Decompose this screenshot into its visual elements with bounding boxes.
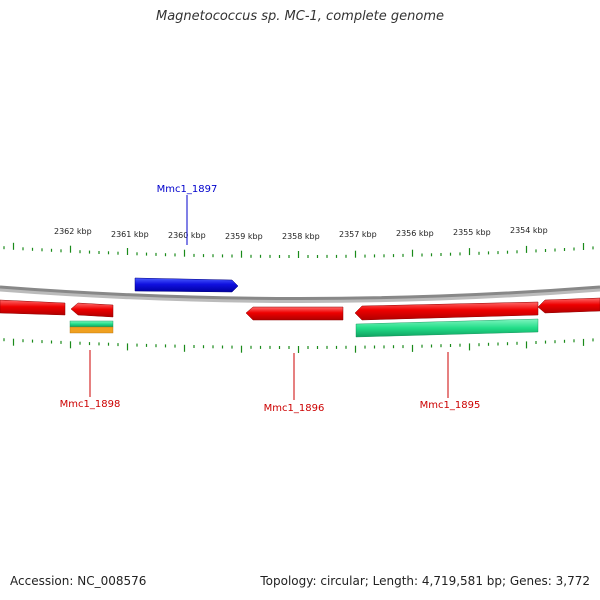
scale-label: 2357 kbp — [339, 230, 377, 239]
gene-mmc1-1898[interactable] — [70, 302, 114, 318]
gene-right-edge[interactable] — [537, 297, 600, 314]
gene-mmc1-1896[interactable] — [245, 306, 344, 321]
gene-label-mmc1-1896[interactable]: Mmc1_1896 — [264, 403, 325, 414]
scale-label: 2356 kbp — [396, 229, 434, 238]
gene-label-mmc1-1895[interactable]: Mmc1_1895 — [420, 400, 481, 411]
scale-label: 2358 kbp — [282, 232, 320, 241]
gene-left-edge[interactable] — [0, 299, 66, 316]
gene-mmc1-1895[interactable] — [354, 301, 539, 321]
scale-label: 2354 kbp — [510, 226, 548, 235]
genome-backbone — [0, 285, 600, 300]
gene-label-mmc1-1898[interactable]: Mmc1_1898 — [60, 399, 121, 410]
backbone-shadow — [0, 286, 600, 303]
bottom-ticks — [3, 338, 594, 353]
scale-labels: 2362 kbp 2361 kbp 2360 kbp 2359 kbp 2358… — [54, 226, 548, 241]
accession-text: Accession: NC_008576 — [10, 574, 147, 588]
scale-label: 2362 kbp — [54, 227, 92, 236]
feature-green-small — [69, 320, 114, 328]
genome-summary-text: Topology: circular; Length: 4,719,581 bp… — [260, 574, 590, 588]
top-ticks — [3, 242, 594, 258]
gene-mmc1-1897[interactable] — [134, 277, 239, 293]
scale-label: 2361 kbp — [111, 230, 149, 239]
feature-orange-small — [69, 326, 114, 334]
gene-label-mmc1-1897[interactable]: Mmc1_1897 — [157, 184, 218, 195]
map-title: Magnetococcus sp. MC-1, complete genome — [155, 9, 445, 24]
scale-label: 2355 kbp — [453, 228, 491, 237]
feature-green-large — [355, 318, 539, 338]
scale-label: 2359 kbp — [225, 232, 263, 241]
